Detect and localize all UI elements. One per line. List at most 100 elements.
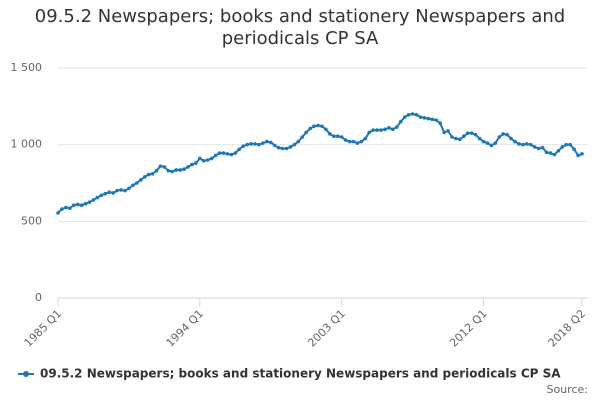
data-point [398,119,403,124]
data-point [134,181,139,185]
data-point [245,142,249,147]
legend-marker [23,371,29,377]
data-point [465,131,470,135]
data-point [331,134,336,139]
x-tick-label: 1994 Q1 [164,307,207,350]
data-point [458,137,462,142]
data-point [540,145,545,150]
data-point [438,121,442,125]
data-point [312,124,316,129]
data-point [347,139,352,144]
data-point [375,128,379,132]
data-point [103,191,108,196]
data-point [363,136,368,141]
data-point [371,128,375,132]
data-point [395,125,399,129]
data-point [233,151,238,155]
y-tick-label: 1 000 [11,138,43,151]
data-point [257,142,261,147]
data-point [71,203,76,208]
data-point [493,141,498,145]
data-point [115,188,119,193]
x-tick-label: 1985 Q1 [22,307,65,350]
data-point [564,142,569,147]
data-point [580,152,584,156]
y-tick-label: 0 [35,291,42,304]
data-point [462,134,466,139]
data-point [170,169,175,174]
data-point [146,172,151,177]
data-point [182,167,186,171]
data-point [422,116,427,120]
data-point [430,117,435,122]
data-point [158,164,163,168]
data-point [95,195,100,200]
data-point [261,141,265,145]
data-point [107,190,112,194]
data-point [446,129,450,133]
data-point [316,123,320,128]
data-point [450,135,454,139]
data-point [434,118,439,122]
data-point [489,143,494,148]
data-point [402,115,407,119]
data-point [473,132,478,137]
y-tick-label: 1 500 [11,61,43,74]
data-point [501,132,506,136]
data-point [64,205,68,210]
data-point [572,147,576,152]
data-point [324,127,328,132]
data-point [131,183,135,188]
y-tick-label: 500 [21,214,42,227]
data-point [111,191,115,195]
data-point [75,202,80,207]
data-point [426,116,431,121]
data-point [391,127,395,132]
data-point [532,145,537,149]
data-point [296,139,301,144]
data-point [79,203,84,208]
data-point [174,168,178,172]
data-point [548,151,553,155]
data-point [556,149,561,153]
data-point [351,139,356,144]
data-point [209,156,214,161]
data-point [477,136,482,141]
series-line [57,112,583,214]
data-point [241,144,245,148]
data-point [253,142,257,146]
data-point [552,152,557,157]
data-point [517,142,521,146]
data-point [292,142,297,147]
data-point [265,139,269,144]
data-point [123,188,127,193]
data-point [99,193,104,198]
data-point [525,142,529,146]
data-point [560,145,565,149]
data-point [150,172,155,176]
data-point [237,147,242,152]
data-point [83,201,88,206]
data-point [568,142,572,147]
source: Source: [547,383,589,396]
data-point [576,153,580,158]
data-point [355,141,360,145]
data-point [339,135,344,139]
data-point [186,165,190,169]
data-point [528,142,533,147]
data-point [249,142,253,146]
data-point [485,141,490,145]
data-point [320,124,324,129]
data-point [544,150,549,155]
data-point [359,139,364,144]
data-point [304,130,309,135]
data-point [505,132,509,137]
data-point [276,145,281,150]
data-point [509,136,513,141]
data-point [194,161,198,165]
data-point [56,211,60,215]
data-point [213,153,218,158]
data-point [454,136,458,141]
data-point [198,156,202,161]
